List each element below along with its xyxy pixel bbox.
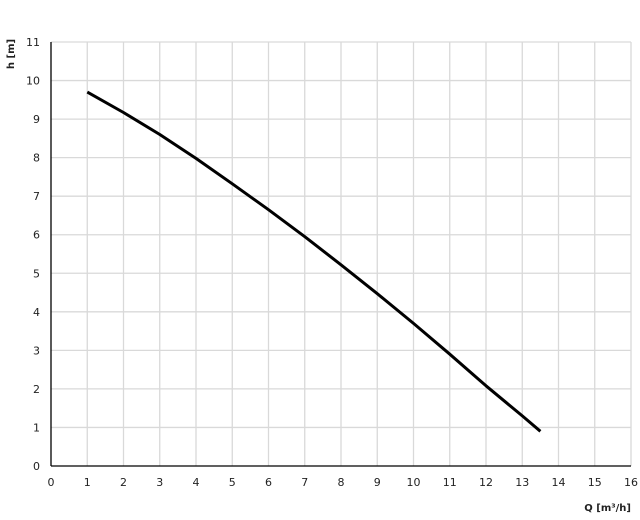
y-tick-label: 7 — [33, 190, 40, 203]
x-tick-label: 16 — [624, 476, 638, 489]
x-tick-label: 3 — [156, 476, 163, 489]
pump-curve-line — [86, 90, 542, 433]
y-tick-label: 2 — [33, 383, 40, 396]
y-tick-label: 5 — [33, 267, 40, 280]
series — [86, 90, 542, 433]
y-tick-label: 8 — [33, 152, 40, 165]
x-tick-label: 1 — [84, 476, 91, 489]
x-axis-label: Q [m³/h] — [584, 503, 631, 514]
y-tick-label: 10 — [26, 75, 40, 88]
x-tick-label: 13 — [515, 476, 529, 489]
x-tick-label: 7 — [301, 476, 308, 489]
x-tick-label: 9 — [374, 476, 381, 489]
axes — [50, 42, 631, 467]
x-tick-label: 8 — [338, 476, 345, 489]
x-tick-label: 2 — [120, 476, 127, 489]
y-tick-label: 11 — [26, 36, 40, 49]
x-tick-label: 15 — [588, 476, 602, 489]
y-tick-label: 4 — [33, 306, 40, 319]
x-tick-label: 0 — [48, 476, 55, 489]
y-tick-label: 6 — [33, 229, 40, 242]
y-tick-label: 0 — [33, 460, 40, 473]
x-tick-label: 5 — [229, 476, 236, 489]
x-tick-label: 10 — [407, 476, 421, 489]
y-tick-label: 9 — [33, 113, 40, 126]
y-axis-label: h [m] — [6, 39, 17, 69]
x-tick-label: 6 — [265, 476, 272, 489]
y-tick-label: 1 — [33, 421, 40, 434]
x-tick-label: 4 — [193, 476, 200, 489]
x-tick-label: 11 — [443, 476, 457, 489]
x-tick-label: 14 — [552, 476, 566, 489]
x-tick-label: 12 — [479, 476, 493, 489]
grid — [51, 41, 632, 466]
y-tick-label: 3 — [33, 344, 40, 357]
